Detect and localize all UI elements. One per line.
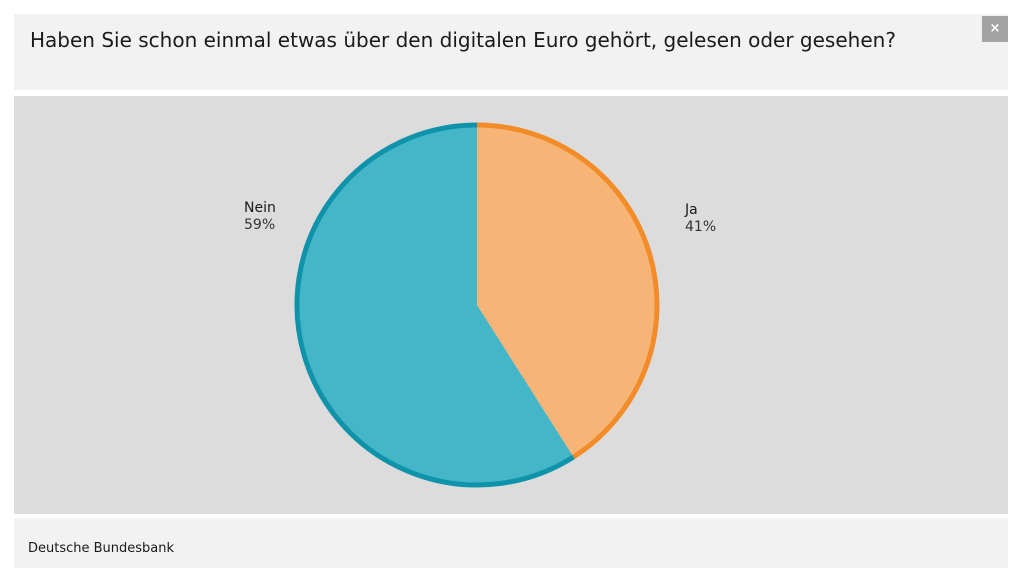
source-label: Deutsche Bundesbank (28, 541, 175, 556)
chart-area: Nein 59% Ja 41% (14, 96, 1008, 514)
slice-label-ja: Ja 41% (685, 202, 716, 236)
slice-value-nein: 59% (244, 217, 276, 233)
slice-name-ja: Ja (685, 202, 698, 218)
slice-label-nein: Nein 59% (244, 200, 276, 234)
chart-footer: Deutsche Bundesbank (14, 518, 1008, 568)
chart-title: Haben Sie schon einmal etwas über den di… (30, 28, 896, 52)
pie-rim-ja (476, 122, 660, 460)
pie-slice-nein (297, 125, 574, 485)
pie-chart (294, 122, 660, 488)
slice-value-ja: 41% (685, 219, 717, 235)
close-icon: × (989, 21, 1001, 36)
chart-header: Haben Sie schon einmal etwas über den di… (14, 14, 1008, 90)
pie-rim-nein (294, 122, 575, 488)
pie-slice-ja (477, 125, 657, 457)
slice-name-nein: Nein (244, 200, 276, 216)
close-button[interactable]: × (982, 16, 1008, 42)
